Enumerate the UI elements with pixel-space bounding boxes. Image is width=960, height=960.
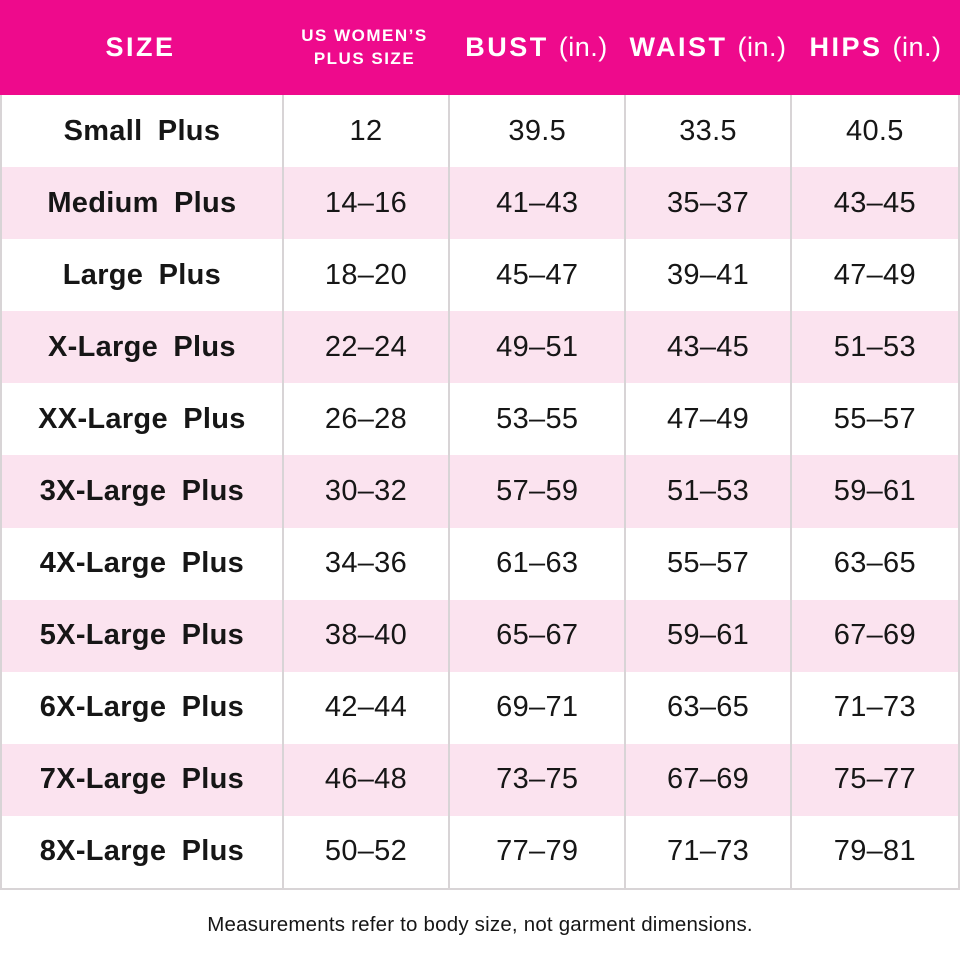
bust-cell: 69–71 xyxy=(448,671,624,744)
column-header-waist: WAIST (in.) xyxy=(625,34,791,61)
plus-size-cell: 30–32 xyxy=(281,455,448,528)
waist-cell: 71–73 xyxy=(624,815,789,889)
hips-cell: 47–49 xyxy=(789,239,958,312)
size-cell: 6X-Large Plus xyxy=(39,691,245,724)
hips-cell: 59–61 xyxy=(789,455,958,528)
table-row: XX-Large Plus 26–28 53–55 47–49 55–57 xyxy=(2,383,958,456)
waist-unit-label: (in.) xyxy=(737,32,787,62)
table-row: Medium Plus 14–16 41–43 35–37 43–45 xyxy=(2,167,958,240)
size-cell: Small Plus xyxy=(63,114,221,147)
waist-cell: 47–49 xyxy=(624,383,789,456)
column-header-us-plus-size: US WOMEN’S PLUS SIZE xyxy=(281,25,448,71)
size-cell: 5X-Large Plus xyxy=(39,619,245,652)
table-row: 3X-Large Plus 30–32 57–59 51–53 59–61 xyxy=(2,455,958,528)
table-row: 7X-Large Plus 46–48 73–75 67–69 75–77 xyxy=(2,743,958,816)
size-cell: 4X-Large Plus xyxy=(39,547,245,580)
table-row: 4X-Large Plus 34–36 61–63 55–57 63–65 xyxy=(2,527,958,600)
plus-size-cell: 34–36 xyxy=(281,527,448,600)
bust-cell: 77–79 xyxy=(448,815,624,889)
hips-header-label: HIPS xyxy=(809,32,883,62)
size-cell: 7X-Large Plus xyxy=(39,763,245,796)
waist-cell: 43–45 xyxy=(624,311,789,384)
bust-cell: 73–75 xyxy=(448,743,624,816)
bust-cell: 39.5 xyxy=(448,95,624,168)
hips-cell: 43–45 xyxy=(789,167,958,240)
plus-size-cell: 14–16 xyxy=(281,167,448,240)
hips-cell: 40.5 xyxy=(789,95,958,168)
waist-cell: 39–41 xyxy=(624,239,789,312)
column-header-bust: BUST (in.) xyxy=(448,34,625,61)
column-header-hips: HIPS (in.) xyxy=(791,34,960,61)
hips-cell: 71–73 xyxy=(789,671,958,744)
plus-size-cell: 12 xyxy=(281,95,448,168)
waist-cell: 67–69 xyxy=(624,743,789,816)
bust-header-label: BUST xyxy=(465,32,549,62)
size-header-label: SIZE xyxy=(105,32,176,62)
table-row: 5X-Large Plus 38–40 65–67 59–61 67–69 xyxy=(2,599,958,672)
table-header: SIZE US WOMEN’S PLUS SIZE BUST (in.) WAI… xyxy=(0,0,960,95)
waist-cell: 33.5 xyxy=(624,95,789,168)
size-cell: XX-Large Plus xyxy=(38,402,246,435)
bust-unit-label: (in.) xyxy=(558,32,608,62)
size-cell: 3X-Large Plus xyxy=(39,475,245,508)
table-row: Small Plus 12 39.5 33.5 40.5 xyxy=(2,95,958,168)
bust-cell: 49–51 xyxy=(448,311,624,384)
bust-cell: 41–43 xyxy=(448,167,624,240)
size-cell: Large Plus xyxy=(62,258,222,291)
size-cell: 8X-Large Plus xyxy=(39,835,245,868)
plus-size-cell: 38–40 xyxy=(281,599,448,672)
plus-size-cell: 18–20 xyxy=(281,239,448,312)
bust-cell: 53–55 xyxy=(448,383,624,456)
table-row: 6X-Large Plus 42–44 69–71 63–65 71–73 xyxy=(2,671,958,744)
hips-cell: 79–81 xyxy=(789,815,958,889)
hips-cell: 51–53 xyxy=(789,311,958,384)
size-cell: Medium Plus xyxy=(47,186,237,219)
plus-size-header-line2: PLUS SIZE xyxy=(313,48,416,68)
hips-cell: 55–57 xyxy=(789,383,958,456)
bust-cell: 65–67 xyxy=(448,599,624,672)
waist-cell: 59–61 xyxy=(624,599,789,672)
table-row: 8X-Large Plus 50–52 77–79 71–73 79–81 xyxy=(2,815,958,889)
bust-cell: 45–47 xyxy=(448,239,624,312)
hips-cell: 75–77 xyxy=(789,743,958,816)
waist-cell: 55–57 xyxy=(624,527,789,600)
hips-unit-label: (in.) xyxy=(892,32,942,62)
waist-cell: 51–53 xyxy=(624,455,789,528)
footnote: Measurements refer to body size, not gar… xyxy=(0,890,960,960)
plus-size-cell: 26–28 xyxy=(281,383,448,456)
plus-size-cell: 22–24 xyxy=(281,311,448,384)
plus-size-cell: 50–52 xyxy=(281,815,448,889)
waist-cell: 63–65 xyxy=(624,671,789,744)
bust-cell: 57–59 xyxy=(448,455,624,528)
table-row: Large Plus 18–20 45–47 39–41 47–49 xyxy=(2,239,958,312)
footnote-text: Measurements refer to body size, not gar… xyxy=(207,913,753,936)
plus-size-cell: 46–48 xyxy=(281,743,448,816)
size-cell: X-Large Plus xyxy=(47,330,236,363)
bust-cell: 61–63 xyxy=(448,527,624,600)
waist-cell: 35–37 xyxy=(624,167,789,240)
column-header-size: SIZE xyxy=(0,34,281,61)
table-body: Small Plus 12 39.5 33.5 40.5 Medium Plus… xyxy=(0,95,960,890)
table-row: X-Large Plus 22–24 49–51 43–45 51–53 xyxy=(2,311,958,384)
plus-size-cell: 42–44 xyxy=(281,671,448,744)
waist-header-label: WAIST xyxy=(629,32,728,62)
hips-cell: 63–65 xyxy=(789,527,958,600)
plus-size-header-line1: US WOMEN’S xyxy=(301,25,428,45)
hips-cell: 67–69 xyxy=(789,599,958,672)
